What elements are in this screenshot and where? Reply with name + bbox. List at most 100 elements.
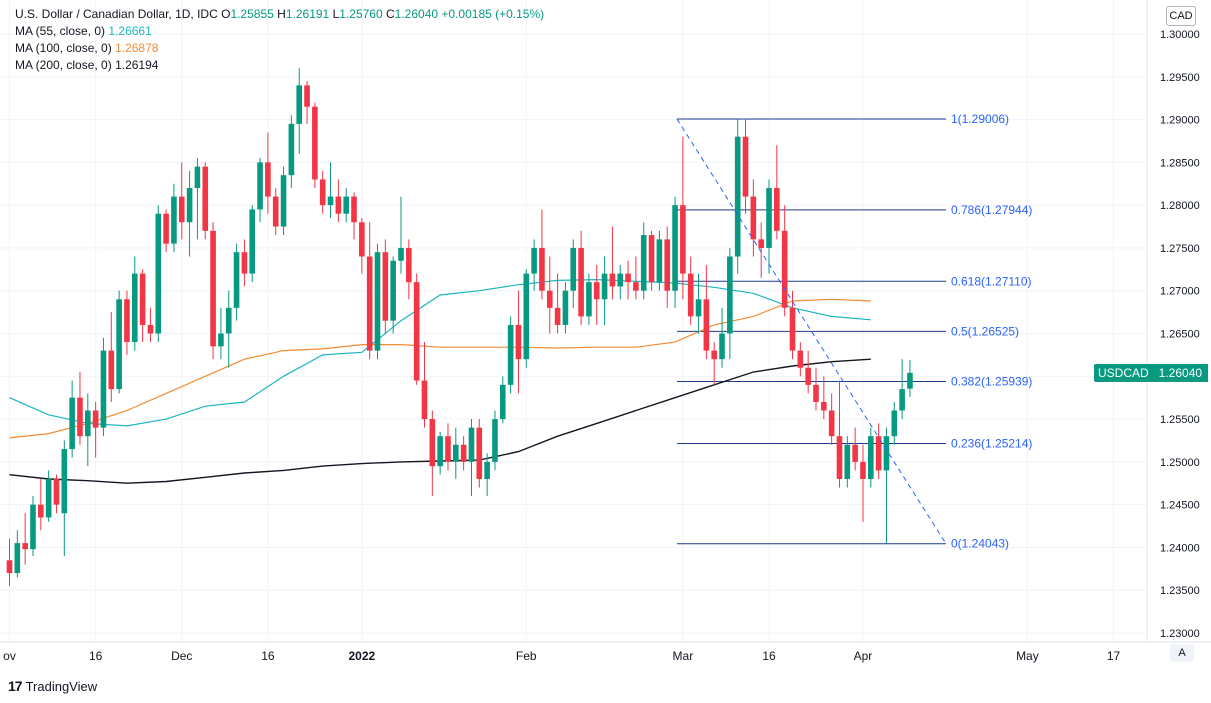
- low-label: L: [332, 7, 340, 21]
- y-tick-label: 1.27500: [1160, 243, 1200, 255]
- candle-body: [319, 179, 326, 206]
- y-tick-label: 1.25500: [1160, 414, 1200, 426]
- close-label: C: [386, 7, 395, 21]
- ma55-value: 1.26661: [108, 24, 152, 38]
- tradingview-logo[interactable]: 17 TradingView: [8, 678, 97, 694]
- candle-body: [108, 350, 115, 390]
- candle-body: [413, 282, 420, 381]
- price-tag-symbol: USDCAD: [1098, 366, 1149, 380]
- candle-body: [766, 188, 772, 248]
- legend-ma100-row[interactable]: MA (100, close, 0) 1.26878: [15, 40, 544, 57]
- candle-body: [586, 282, 592, 317]
- candle-body: [774, 188, 780, 231]
- candle-body: [218, 333, 224, 347]
- candle-body: [499, 384, 506, 420]
- currency-button[interactable]: CAD: [1166, 6, 1196, 26]
- x-tick-label: 16: [762, 649, 776, 663]
- candle-body: [695, 299, 702, 317]
- candle-body: [22, 543, 28, 550]
- x-tick-label: Feb: [516, 649, 537, 663]
- x-tick-label: ov: [3, 649, 16, 663]
- y-tick-label: 1.23000: [1160, 628, 1200, 640]
- candle-body: [868, 436, 874, 479]
- chart-grid: [0, 0, 1147, 642]
- y-tick-label: 1.27000: [1160, 286, 1200, 298]
- legend-ma200-row[interactable]: MA (200, close, 0) 1.26194: [15, 57, 544, 74]
- candle-body: [100, 350, 107, 428]
- candle-body: [92, 410, 99, 428]
- candle-body: [124, 299, 130, 343]
- candle-body: [554, 307, 561, 325]
- candle-body: [625, 273, 631, 283]
- candle-body: [852, 444, 858, 462]
- candle-body: [781, 230, 788, 308]
- candle-body: [327, 196, 334, 206]
- fibonacci-retracement: 1(1.29006) 0.786(1.27944) 0.618(1.27110) 0.…: [677, 112, 1032, 551]
- price-axis: 1.30000 1.29500 1.29000 1.28500 1.28000 1.275…: [0, 0, 1211, 643]
- candle-body: [813, 384, 819, 402]
- candle-body: [664, 239, 671, 291]
- symbol-title[interactable]: U.S. Dollar / Canadian Dollar, 1D, IDC: [15, 7, 218, 21]
- candle-body: [272, 196, 279, 227]
- candle-body: [883, 436, 890, 471]
- x-tick-label: 2022: [348, 649, 375, 663]
- candle-body: [390, 260, 396, 321]
- candle-body: [570, 247, 577, 291]
- fib-level-label: 0.786(1.27944): [951, 203, 1032, 217]
- candle-body: [304, 85, 310, 107]
- candle-body: [38, 504, 44, 518]
- candle-body: [789, 307, 796, 351]
- candle-body: [578, 247, 584, 317]
- x-tick-label: May: [1016, 649, 1039, 663]
- low-value: 1.25760: [339, 7, 383, 21]
- candle-body: [507, 324, 514, 385]
- candle-body: [907, 372, 913, 389]
- tradingview-logo-icon: 17: [8, 678, 23, 694]
- candle-body: [593, 282, 600, 300]
- candle-body: [429, 419, 436, 467]
- candle-body: [171, 196, 177, 244]
- auto-scale-button[interactable]: A: [1170, 644, 1194, 662]
- candle-body: [680, 205, 686, 274]
- candle-body: [202, 166, 209, 231]
- candle-body: [257, 162, 263, 210]
- candle-body: [210, 230, 216, 347]
- candle-body: [359, 222, 365, 257]
- candle-body: [453, 444, 459, 462]
- y-tick-label: 1.24500: [1160, 500, 1200, 512]
- candle-body: [53, 478, 60, 505]
- candle-body: [61, 449, 68, 514]
- candle-body: [687, 273, 694, 317]
- candle-body: [131, 273, 138, 343]
- brand-name: TradingView: [25, 678, 98, 694]
- fib-level-label: 0.236(1.25214): [951, 437, 1032, 451]
- high-label: H: [277, 7, 286, 21]
- ma200-label: MA (200, close, 0): [15, 58, 112, 72]
- y-tick-label: 1.29000: [1160, 115, 1200, 127]
- candle-body: [734, 136, 741, 257]
- candle-body: [69, 397, 75, 450]
- candle-body: [828, 410, 835, 437]
- x-tick-label: 17: [1107, 649, 1121, 663]
- candle-body: [155, 213, 162, 334]
- candle-body: [476, 427, 483, 479]
- fib-level-label: 0.618(1.27110): [951, 274, 1032, 288]
- candle-body: [523, 273, 530, 360]
- candle-body: [45, 478, 52, 518]
- candle-body: [617, 273, 624, 287]
- x-tick-label: Apr: [854, 649, 873, 663]
- open-value: 1.25855: [230, 7, 274, 21]
- candle-body: [656, 239, 663, 283]
- y-tick-label: 1.23500: [1160, 585, 1200, 597]
- candle-body: [116, 299, 122, 390]
- legend-ma55-row[interactable]: MA (55, close, 0) 1.26661: [15, 23, 544, 40]
- candlesticks: [6, 68, 913, 586]
- x-tick-label: 16: [261, 649, 275, 663]
- legend-ohlc-row: U.S. Dollar / Canadian Dollar, 1D, IDC O…: [15, 6, 544, 23]
- candle-body: [296, 85, 303, 124]
- candle-body: [265, 162, 271, 197]
- candle-body: [742, 136, 749, 197]
- candle-body: [139, 273, 146, 325]
- y-tick-label: 1.26500: [1160, 329, 1200, 341]
